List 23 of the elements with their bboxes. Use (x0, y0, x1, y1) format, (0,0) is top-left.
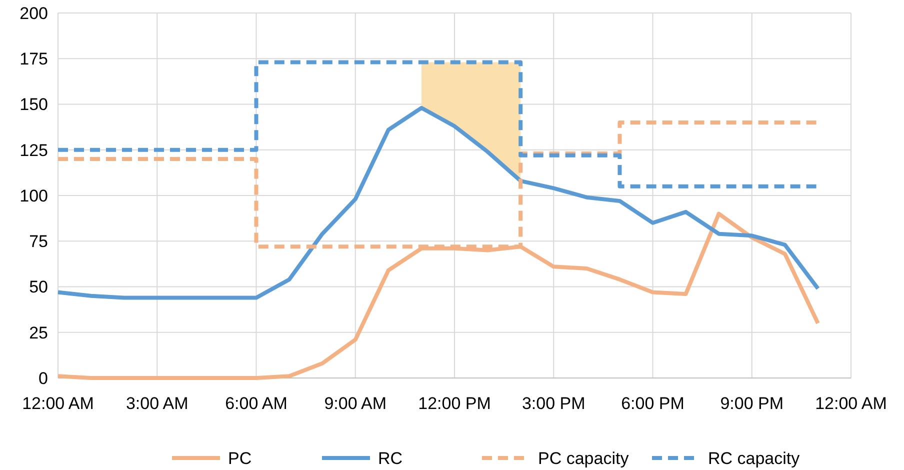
y-tick-label: 0 (38, 368, 48, 388)
x-tick-label: 9:00 PM (720, 394, 784, 413)
x-tick-label: 9:00 AM (324, 394, 387, 413)
y-tick-label: 150 (20, 95, 48, 114)
x-tick-label: 6:00 AM (225, 394, 288, 413)
legend-label: RC (378, 448, 403, 468)
legend-label: RC capacity (708, 448, 800, 468)
y-tick-label: 200 (20, 4, 48, 23)
legend-label: PC capacity (538, 448, 630, 468)
x-tick-label: 6:00 PM (621, 394, 684, 413)
y-tick-label: 100 (20, 186, 48, 206)
y-tick-label: 75 (29, 232, 48, 252)
legend-label: PC (228, 448, 252, 468)
y-tick-label: 125 (20, 140, 48, 160)
x-tick-label: 3:00 AM (126, 394, 188, 413)
line-series (56, 106, 820, 300)
y-tick-label: 50 (29, 278, 48, 297)
x-tick-label: 12:00 AM (815, 394, 887, 413)
y-tick-label: 25 (29, 323, 48, 342)
x-tick-label: 12:00 PM (418, 394, 491, 413)
x-tick-label: 12:00 AM (22, 394, 94, 413)
y-tick-label: 175 (20, 50, 48, 69)
x-tick-label: 3:00 PM (522, 394, 586, 413)
